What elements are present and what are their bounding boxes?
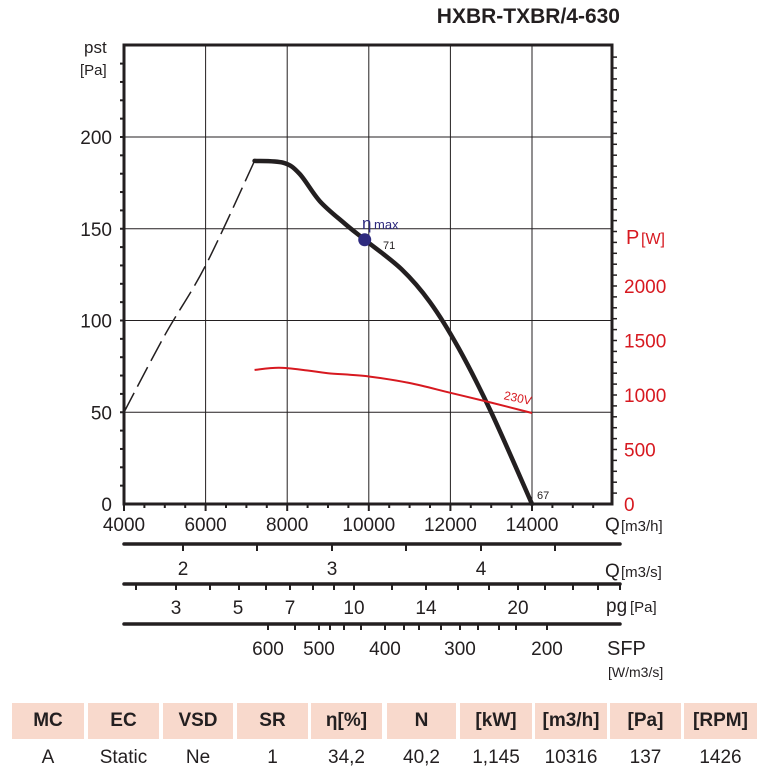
plot-frame [122, 43, 614, 506]
table-value-cell: A [41, 747, 55, 768]
x-axis-label: Q [605, 515, 620, 536]
x-tick-label: 14000 [506, 515, 559, 536]
table-header-cell: N [387, 703, 456, 739]
x-tick-label: 4000 [103, 515, 145, 536]
q-m3s-tick-label: 3 [327, 559, 338, 580]
y2-tick-label: 0 [624, 495, 635, 516]
y2-tick-label: 500 [624, 441, 656, 462]
sfp-tick-label: 600 [252, 639, 284, 660]
table-header-cell: η[%] [311, 703, 382, 739]
y-tick-label: 150 [80, 220, 112, 241]
table-value-cell: 34,2 [328, 747, 365, 768]
pressure-curve [252, 158, 535, 507]
table-value-cell: 1426 [699, 747, 742, 768]
y2-tick-label: 2000 [624, 277, 666, 298]
table-value-cell: 10316 [544, 747, 598, 768]
fan-curve-chart: HXBR-TXBR/4-6300501001502000500100015002… [80, 5, 666, 680]
x-tick-label: 12000 [424, 515, 477, 536]
y2-tick-label: 1500 [624, 332, 666, 353]
eta-max-point [358, 233, 372, 247]
table-header-cell: MC [12, 703, 84, 739]
pg-unit: [Pa] [630, 599, 657, 616]
pg-label: pg [606, 596, 627, 617]
eta-max-sub: max [374, 217, 399, 232]
table-value-cell: 40,2 [403, 747, 440, 768]
table-header-cell: SR [237, 703, 308, 739]
pg-tick-label: 3 [171, 598, 182, 619]
y-tick-label: 0 [101, 495, 112, 516]
end-point-value: 67 [537, 490, 549, 502]
table-value-cell: Static [99, 747, 148, 768]
sfp-label: SFP [607, 638, 646, 660]
table-header-cell: [Pa] [610, 703, 681, 739]
x-axis-unit: [m3/h] [621, 518, 663, 535]
sfp-tick-label: 400 [369, 639, 401, 660]
pg-tick-label: 7 [285, 598, 296, 619]
y-tick-label: 100 [80, 312, 112, 333]
power-curve-230v [254, 366, 533, 414]
sfp-tick-label: 200 [531, 639, 563, 660]
y-tick-label: 50 [91, 403, 112, 424]
q-m3s-tick-label: 2 [178, 559, 189, 580]
x-tick-label: 6000 [184, 515, 226, 536]
y-tick-label: 200 [80, 128, 112, 149]
y-axis-label: pst [84, 38, 107, 57]
table-value-cell: 137 [629, 747, 662, 768]
sfp-tick-label: 500 [303, 639, 335, 660]
pg-tick-label: 5 [233, 598, 244, 619]
sfp-unit: [W/m3/s] [608, 664, 663, 680]
q-m3s-tick-label: 4 [476, 559, 487, 580]
y2-axis-label: P [626, 227, 639, 249]
sfp-tick-label: 300 [444, 639, 476, 660]
performance-table: MC A EC Static VSD Ne SR 1 η[%] 34,2 N 40,2 [kW] 1,14… [0, 703, 759, 779]
x-tick-label: 8000 [266, 515, 308, 536]
table-header-cell: [kW] [460, 703, 532, 739]
power-curve-label: 230V [503, 388, 533, 408]
table-value-cell: 1,145 [472, 747, 520, 768]
table-value-cell: Ne [185, 747, 211, 768]
x-tick-label: 10000 [342, 515, 395, 536]
y2-tick-label: 1000 [624, 386, 666, 407]
chart-title: HXBR-TXBR/4-630 [437, 5, 620, 28]
eta-max-value: 71 [383, 240, 395, 252]
table-header-cell: [m3/h] [535, 703, 607, 739]
pg-tick-label: 10 [343, 598, 364, 619]
table-value-cell: 1 [267, 747, 278, 768]
pg-tick-label: 14 [415, 598, 437, 619]
table-header-cell: [RPM] [684, 703, 757, 739]
pg-tick-label: 20 [507, 598, 528, 619]
q-m3s-unit: [m3/s] [621, 564, 662, 581]
q-m3s-label: Q [605, 561, 620, 582]
y-axis-unit: [Pa] [80, 62, 107, 79]
eta-max-label: η [362, 214, 371, 233]
pressure-curve-dashed [123, 160, 256, 413]
table-header-cell: EC [88, 703, 159, 739]
y2-axis-unit: [W] [641, 231, 665, 248]
table-header-cell: VSD [163, 703, 233, 739]
